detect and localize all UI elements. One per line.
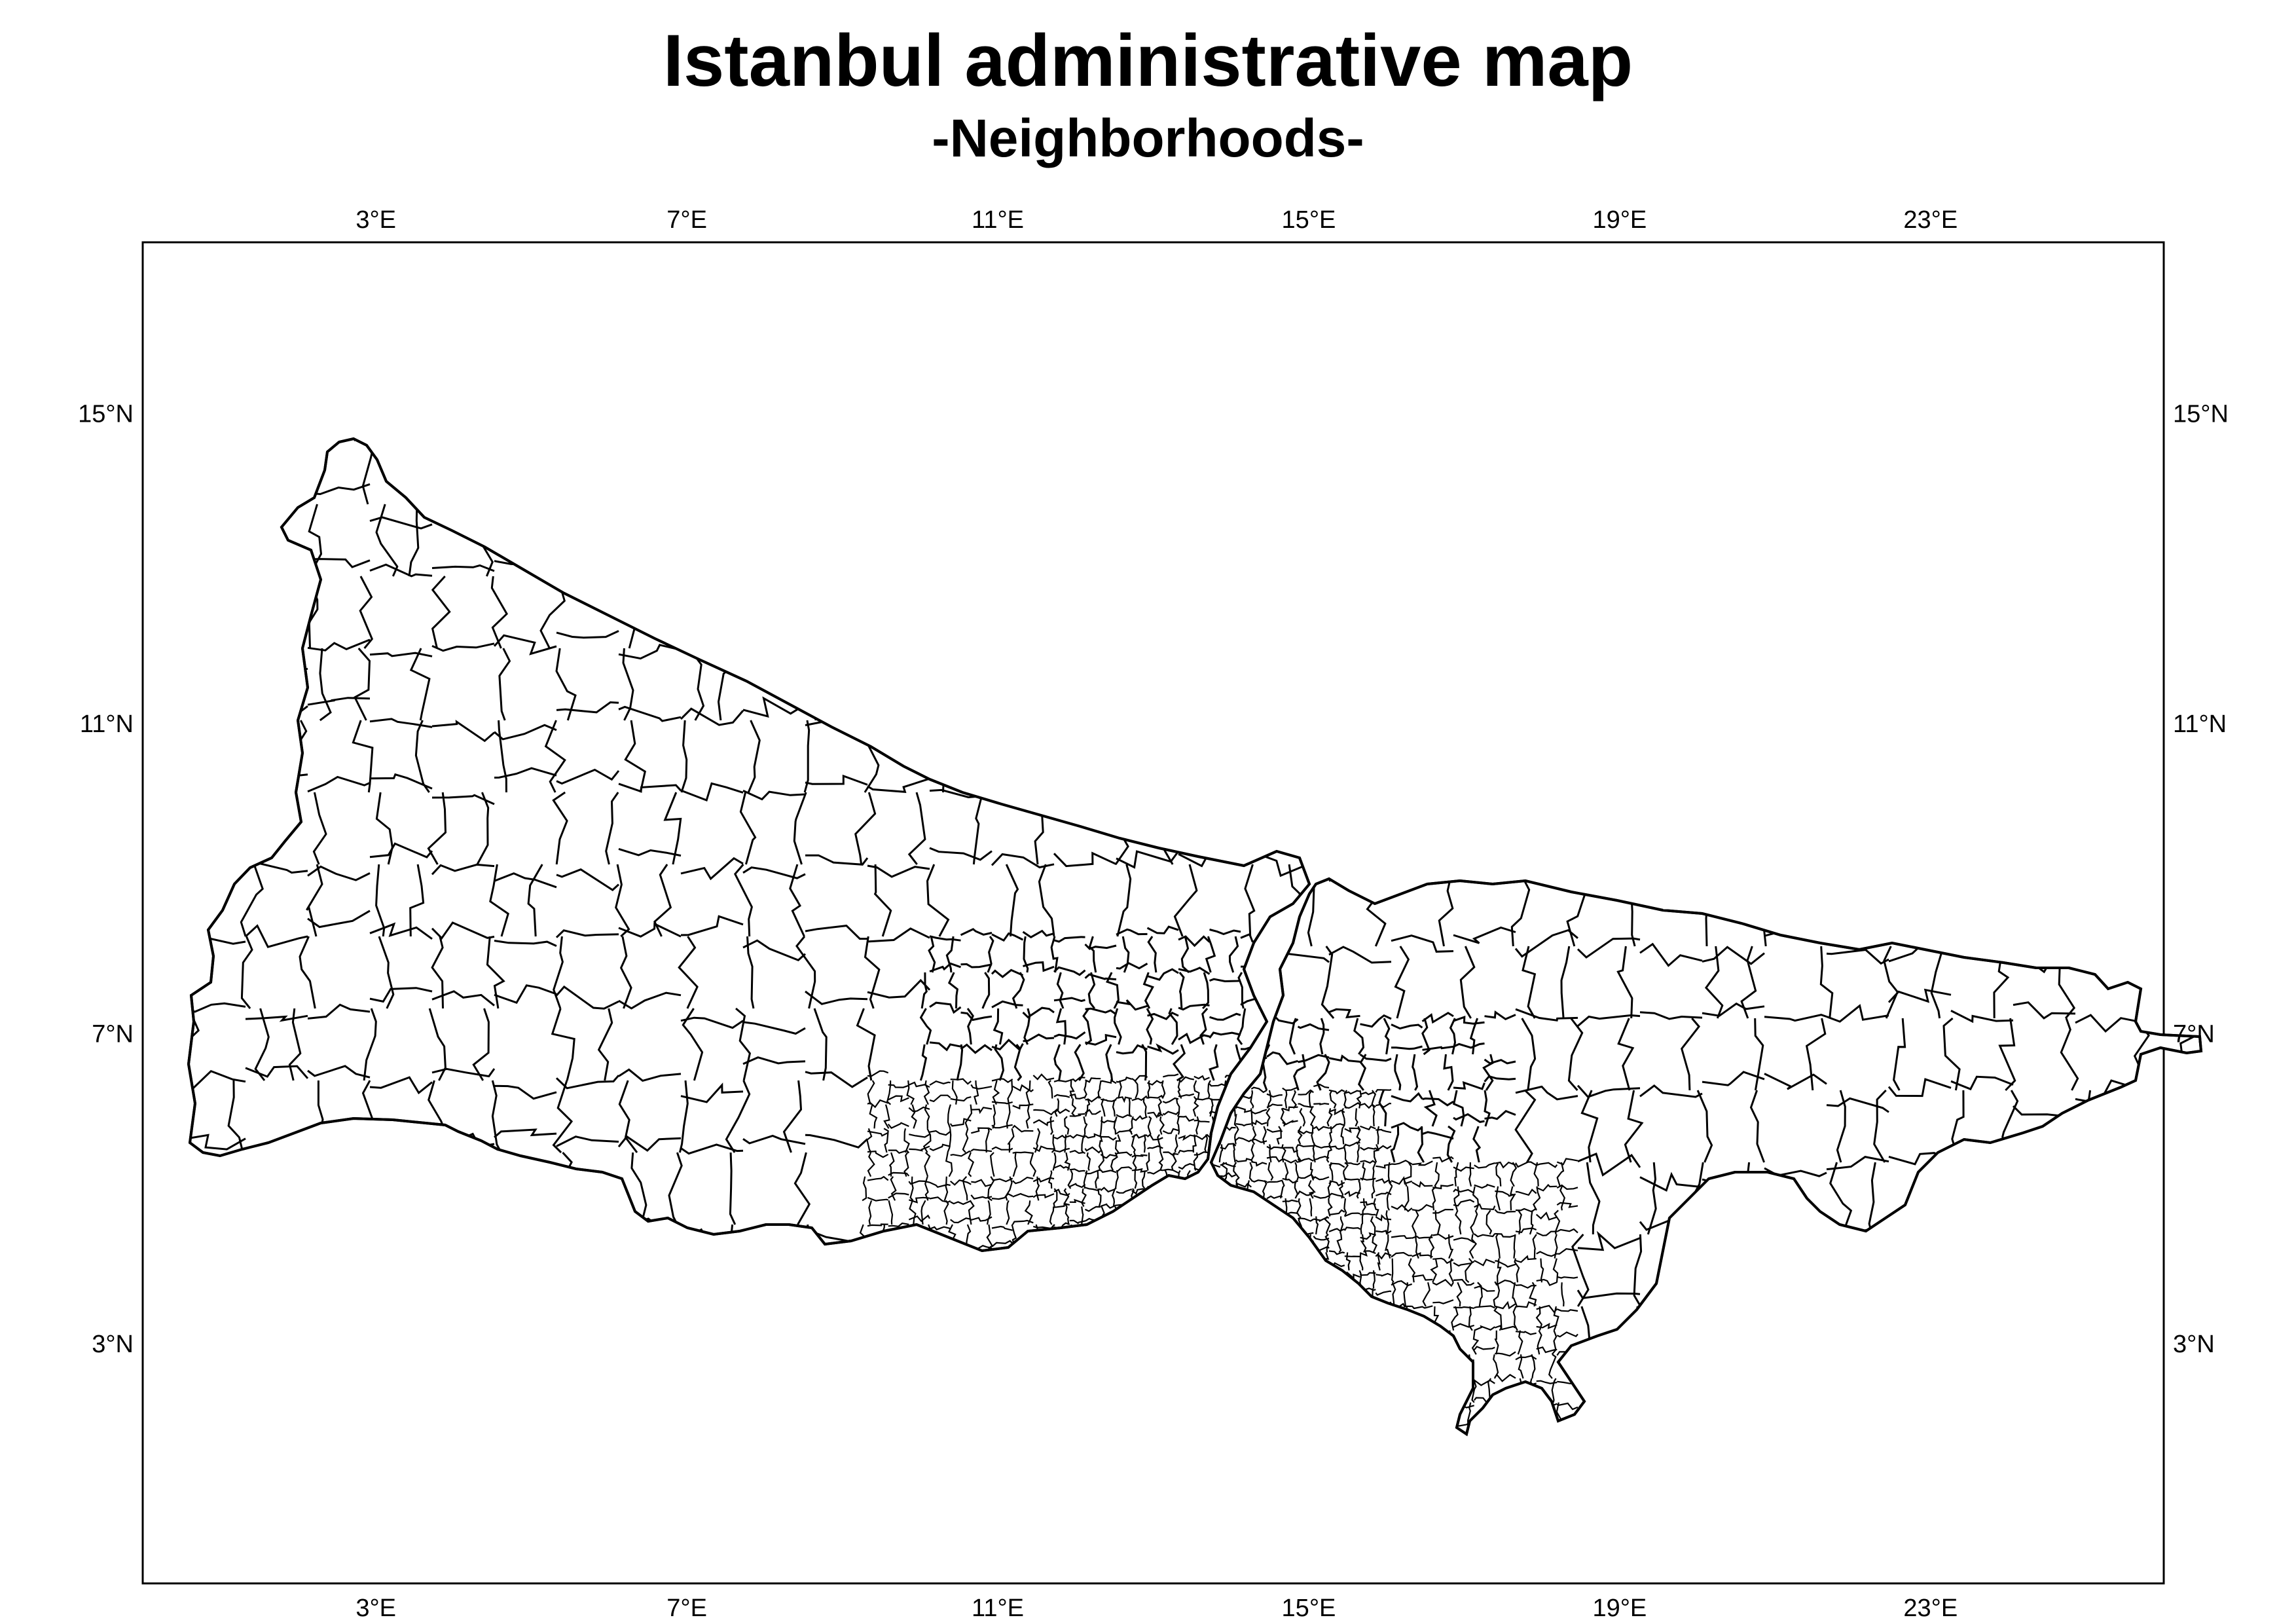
latitude-tick-label-right: 7°N [2173,1020,2215,1048]
map-subtitle: -Neighborhoods- [932,109,1364,168]
longitude-tick-label-bottom: 23°E [1903,1595,1958,1622]
latitude-tick-label-right: 15°N [2173,400,2229,428]
latitude-tick-label-left: 3°N [92,1331,134,1358]
latitude-tick-label-left: 7°N [92,1020,134,1048]
longitude-tick-label-bottom: 11°E [972,1595,1024,1622]
longitude-tick-label-top: 3°E [355,206,396,234]
longitude-tick-label-top: 19°E [1592,206,1647,234]
latitude-tick-label-left: 15°N [78,400,134,428]
graticule-ticks: 3°E 3°E 7°E 7°E 11°E 11°E 15°E 15°E 19°E 19°E 23°E… [78,206,2229,1622]
latitude-tick-label-left: 11°N [80,710,134,738]
longitude-tick-label-top: 15°E [1282,206,1336,234]
map-frame [141,241,2165,1585]
longitude-tick-label-bottom: 19°E [1592,1595,1647,1622]
longitude-tick-label-top: 23°E [1903,206,1958,234]
latitude-tick-label-right: 3°N [2173,1331,2215,1358]
longitude-tick-label-top: 11°E [972,206,1024,234]
longitude-tick-label-bottom: 15°E [1282,1595,1336,1622]
map-title: Istanbul administrative map [663,20,1633,101]
latitude-tick-label-right: 11°N [2173,710,2227,738]
longitude-tick-label-bottom: 7°E [666,1595,707,1622]
longitude-tick-label-bottom: 3°E [355,1595,396,1622]
longitude-tick-label-top: 7°E [666,206,707,234]
